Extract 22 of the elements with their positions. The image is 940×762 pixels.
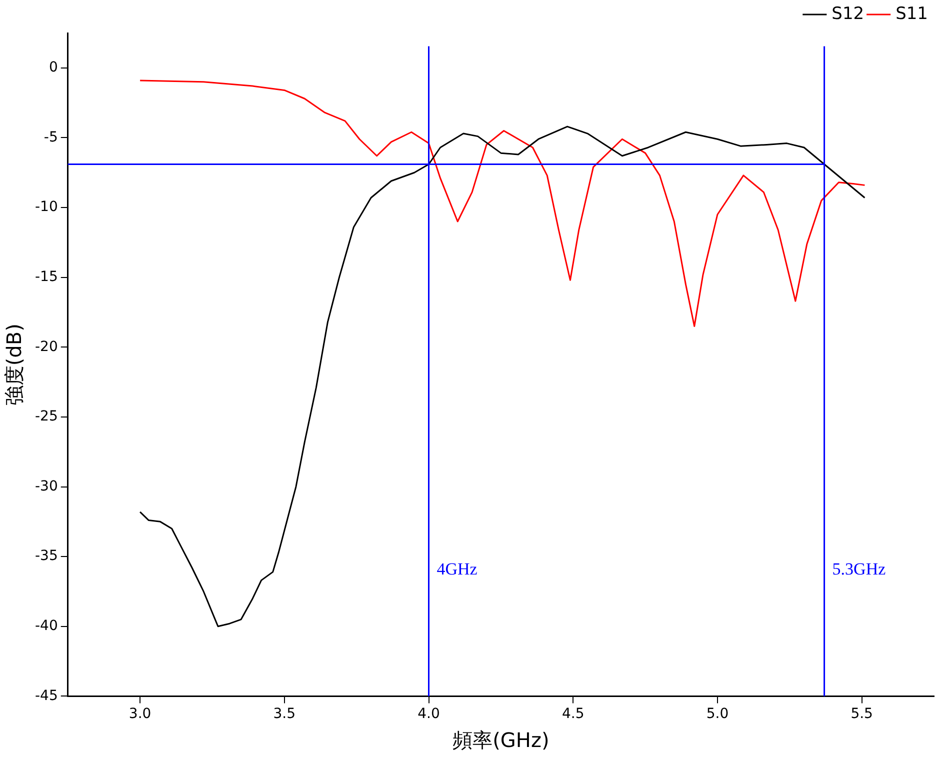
y-tick-label: -5: [44, 129, 58, 146]
x-tick-label: 5.0: [706, 706, 729, 722]
x-tick-label: 3.5: [273, 706, 296, 722]
legend-label: S11: [896, 4, 928, 24]
y-tick-label: -45: [34, 688, 58, 704]
x-tick-label: 5.5: [850, 706, 873, 722]
x-axis-title: 頻率(GHz): [452, 728, 550, 752]
y-axis-title: 強度(dB): [2, 324, 26, 406]
y-tick-label: -15: [34, 268, 58, 285]
y-tick-label: -10: [34, 199, 58, 216]
y-tick-label: -25: [34, 408, 58, 425]
y-tick-label: -35: [34, 548, 58, 564]
legend-label: S12: [832, 4, 864, 24]
y-tick-label: -30: [34, 478, 58, 494]
ref-line-label: 5.3GHz: [832, 560, 886, 579]
ref-line-label: 4GHz: [436, 560, 478, 579]
x-tick-label: 4.5: [562, 706, 584, 722]
y-tick-label: -40: [34, 618, 58, 634]
x-tick-label: 3.0: [128, 706, 152, 722]
y-tick-label: 0: [48, 60, 58, 76]
x-tick-label: 4.0: [418, 706, 440, 722]
y-tick-label: -20: [34, 338, 58, 355]
